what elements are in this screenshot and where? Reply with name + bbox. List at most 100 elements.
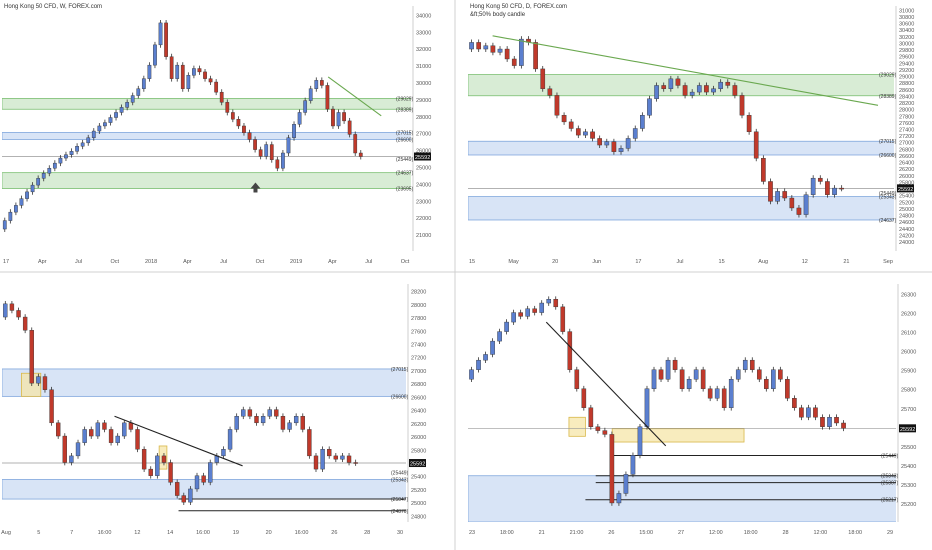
- candle: [825, 181, 830, 195]
- time-tick-label: 15: [719, 259, 725, 265]
- candle: [778, 369, 783, 380]
- candle: [14, 205, 18, 213]
- price-tick-label: 25900: [901, 369, 916, 375]
- level-label: (27015): [391, 367, 409, 373]
- candle: [347, 120, 352, 135]
- price-tick-label: 29000: [899, 75, 914, 81]
- time-tick-label: 15: [469, 259, 475, 265]
- candle: [497, 331, 502, 342]
- price-tick-label: 29800: [899, 48, 914, 54]
- zone-green-0: [468, 74, 894, 97]
- candle: [147, 64, 152, 79]
- time-tick-label: 16:00: [295, 530, 309, 536]
- candle: [469, 42, 474, 50]
- time-tick-label: May: [508, 259, 519, 265]
- candle: [785, 379, 790, 399]
- price-tick-label: 25000: [416, 166, 431, 172]
- candle: [69, 151, 74, 155]
- time-tick-label: 23: [469, 530, 475, 536]
- price-tick-label: 25200: [899, 200, 914, 206]
- candle: [180, 64, 185, 89]
- candle: [739, 95, 745, 116]
- price-tick-label: 29000: [416, 98, 431, 104]
- time-tick-label: 12: [802, 259, 808, 265]
- time-tick-label: 12: [134, 530, 140, 536]
- candle: [618, 148, 624, 152]
- candle: [539, 302, 545, 313]
- candle: [307, 429, 312, 457]
- price-tick-label: 26600: [899, 154, 914, 160]
- candle: [597, 138, 602, 146]
- chart-panel-weekly: 34000 33000 32000 31000 30000 29000 28000 27000…: [2, 4, 431, 265]
- candle: [732, 85, 738, 96]
- time-tick-label: 16:00: [196, 530, 210, 536]
- candle: [519, 38, 524, 66]
- candle: [595, 426, 601, 431]
- candle: [194, 475, 200, 490]
- candle: [214, 81, 219, 93]
- level-label: (25343): [879, 195, 897, 201]
- candle: [789, 197, 795, 209]
- price-tick-label: 27200: [899, 134, 914, 140]
- price-tick-label: 29600: [899, 55, 914, 61]
- candle: [630, 455, 636, 475]
- candle: [575, 128, 581, 136]
- candle: [583, 131, 588, 136]
- candle: [201, 475, 206, 483]
- candle: [817, 177, 823, 182]
- price-tick-label: 28600: [899, 88, 914, 94]
- price-tick-label: 30800: [899, 15, 914, 21]
- candle: [203, 71, 207, 79]
- candle: [136, 88, 141, 96]
- candle: [225, 102, 230, 113]
- time-tick-label: 28: [782, 530, 788, 536]
- candle: [540, 68, 546, 89]
- candle: [476, 42, 482, 50]
- candle: [161, 455, 167, 463]
- candle: [119, 107, 124, 113]
- price-tick-label: 25500: [901, 445, 916, 451]
- price-tick-label: 27600: [899, 121, 914, 127]
- candle: [644, 388, 650, 427]
- candle: [782, 191, 788, 199]
- candle: [476, 359, 481, 370]
- candle: [275, 159, 280, 169]
- candle: [208, 462, 213, 483]
- candle: [590, 131, 595, 139]
- price-tick-label: 26000: [411, 435, 426, 441]
- candle: [546, 299, 552, 304]
- price-tick-label: 23000: [416, 199, 431, 205]
- candle: [122, 422, 127, 437]
- candle: [735, 369, 741, 380]
- candle: [511, 58, 517, 66]
- price-tick-label: 25800: [901, 388, 916, 394]
- candle: [637, 426, 643, 456]
- time-tick-label: 21: [843, 259, 849, 265]
- candle: [749, 359, 755, 370]
- level-label: (29029): [396, 96, 414, 102]
- candle: [258, 149, 263, 157]
- candle: [241, 409, 246, 417]
- price-tick-label: 26000: [899, 174, 914, 180]
- candle: [125, 102, 130, 108]
- time-tick-label: Jul: [220, 259, 227, 265]
- candle: [58, 157, 63, 164]
- price-tick-label: 26800: [411, 382, 426, 388]
- price-tick-label: 28000: [416, 115, 431, 121]
- time-tick-label: 21:00: [570, 530, 584, 536]
- candle: [554, 95, 560, 116]
- level-label: (27015): [879, 139, 897, 145]
- candle: [141, 449, 147, 470]
- time-tick-label: 20: [266, 530, 272, 536]
- candle: [806, 407, 811, 418]
- candle: [469, 369, 474, 380]
- candle: [647, 98, 652, 116]
- price-tick-label: 22000: [416, 216, 431, 222]
- time-tick-label: 29: [887, 530, 893, 536]
- candle: [303, 100, 308, 113]
- candle: [483, 354, 488, 361]
- candle: [813, 407, 818, 418]
- price-tick-label: 27400: [899, 128, 914, 134]
- last-price-label: 25592: [898, 187, 913, 193]
- candle: [95, 422, 101, 437]
